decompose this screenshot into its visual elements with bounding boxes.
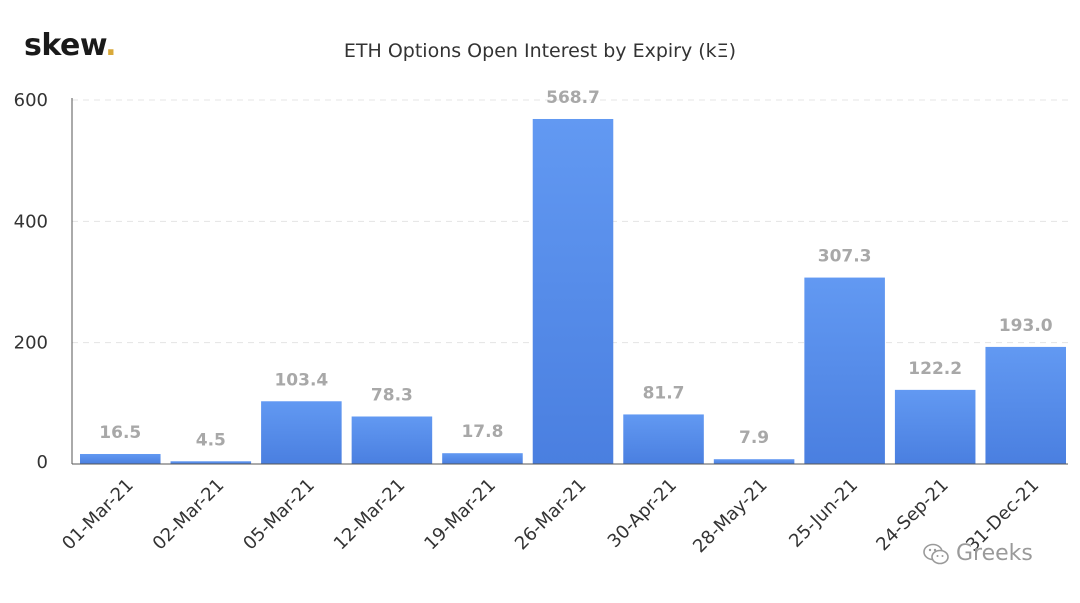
value-label: 17.8	[461, 422, 503, 442]
value-label: 16.5	[99, 423, 141, 443]
bar-01-mar-21	[80, 453, 161, 464]
bar-19-mar-21	[442, 453, 523, 464]
x-tick-label: 25-Jun-21	[785, 475, 862, 552]
x-tick-label: 26-Mar-21	[511, 475, 591, 555]
watermark-text: Greeks	[956, 541, 1033, 566]
x-tick-label: 12-Mar-21	[330, 475, 410, 555]
bar-28-may-21	[713, 459, 795, 464]
x-axis: 01-Mar-21 02-Mar-21 05-Mar-21 12-Mar-21 19-M…	[58, 463, 1068, 558]
value-label: 568.7	[546, 88, 600, 108]
value-label: 81.7	[643, 383, 685, 403]
logo-dot: .	[105, 28, 117, 63]
bar-12-mar-21	[351, 416, 433, 464]
value-label: 78.3	[371, 385, 413, 405]
bar-31-dec-21	[985, 346, 1066, 464]
logo-text: skew	[24, 28, 106, 63]
x-tick-label: 05-Mar-21	[239, 475, 319, 555]
x-tick-label: 30-Apr-21	[604, 475, 681, 552]
watermark: Greeks	[922, 541, 1033, 566]
wechat-icon	[923, 543, 949, 564]
y-tick-label: 400	[14, 211, 48, 232]
bar-02-mar-21	[170, 461, 252, 464]
bar-26-mar-21	[532, 118, 614, 464]
value-label: 307.3	[818, 247, 872, 267]
bar-05-mar-21	[261, 401, 342, 464]
y-tick-label: 600	[14, 90, 48, 111]
value-label: 122.2	[908, 359, 962, 379]
value-label: 193.0	[999, 316, 1053, 336]
chart-title: ETH Options Open Interest by Expiry (kΞ)	[343, 40, 737, 62]
x-tick-label: 02-Mar-21	[149, 475, 229, 555]
y-axis: 0 200 400 600	[14, 90, 73, 473]
bar-25-jun-21	[804, 277, 885, 464]
value-label: 7.9	[739, 428, 769, 448]
x-tick-label: 01-Mar-21	[58, 475, 138, 555]
y-tick-label: 200	[14, 333, 48, 354]
bar-24-sep-21	[894, 389, 976, 464]
value-label: 4.5	[196, 430, 226, 450]
value-labels: 16.5 4.5 103.4 78.3 17.8 568.7 81.7 7.9 307.3 122…	[99, 88, 1052, 450]
value-label: 103.4	[274, 370, 328, 390]
x-tick-label: 28-May-21	[689, 475, 772, 558]
bars	[80, 118, 1066, 464]
x-tick-label: 19-Mar-21	[420, 475, 500, 555]
skew-logo: skew.	[24, 28, 117, 63]
bar-30-apr-21	[623, 414, 704, 464]
y-tick-label: 0	[37, 452, 48, 473]
